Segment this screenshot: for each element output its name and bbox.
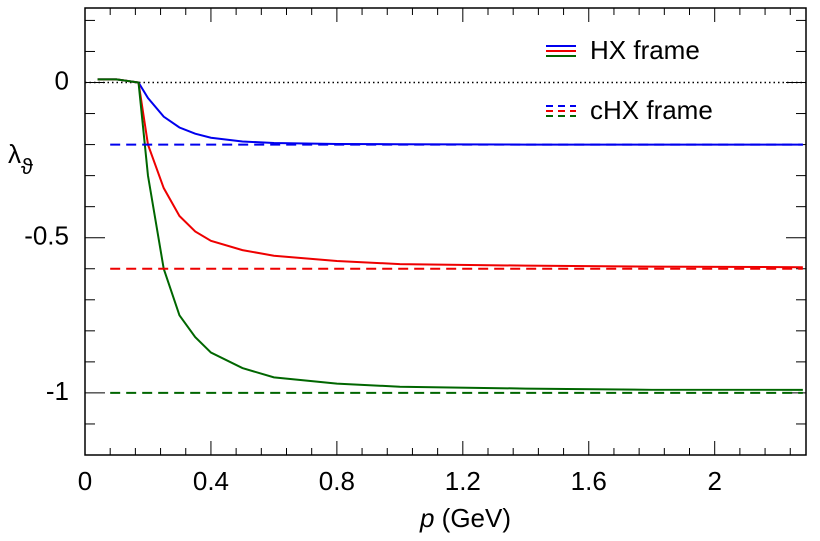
legend-label: HX frame	[590, 35, 700, 65]
y-label-symbol: λ	[8, 139, 21, 169]
x-tick-label: 0.8	[319, 466, 355, 496]
x-tick-label: 1.2	[445, 466, 481, 496]
y-label-sub: ϑ	[21, 154, 33, 179]
line-series	[97, 78, 803, 391]
x-tick-label: 1.6	[571, 466, 607, 496]
plot-frame	[84, 7, 807, 456]
y-axis-label: λϑ	[8, 139, 33, 179]
y-tick-label: -1	[46, 376, 69, 406]
line-series	[97, 78, 803, 269]
x-tick-label: 0.4	[193, 466, 229, 496]
x-label-var: p	[419, 503, 434, 533]
x-axis-label: p (GeV)	[419, 503, 511, 533]
y-tick-label: 0	[55, 65, 69, 95]
x-label-unit: (GeV)	[442, 503, 511, 533]
y-tick-label: -0.5	[24, 221, 69, 251]
legend-label: cHX frame	[590, 95, 713, 125]
x-tick-label: 2	[707, 466, 721, 496]
x-tick-label: 0	[78, 466, 92, 496]
